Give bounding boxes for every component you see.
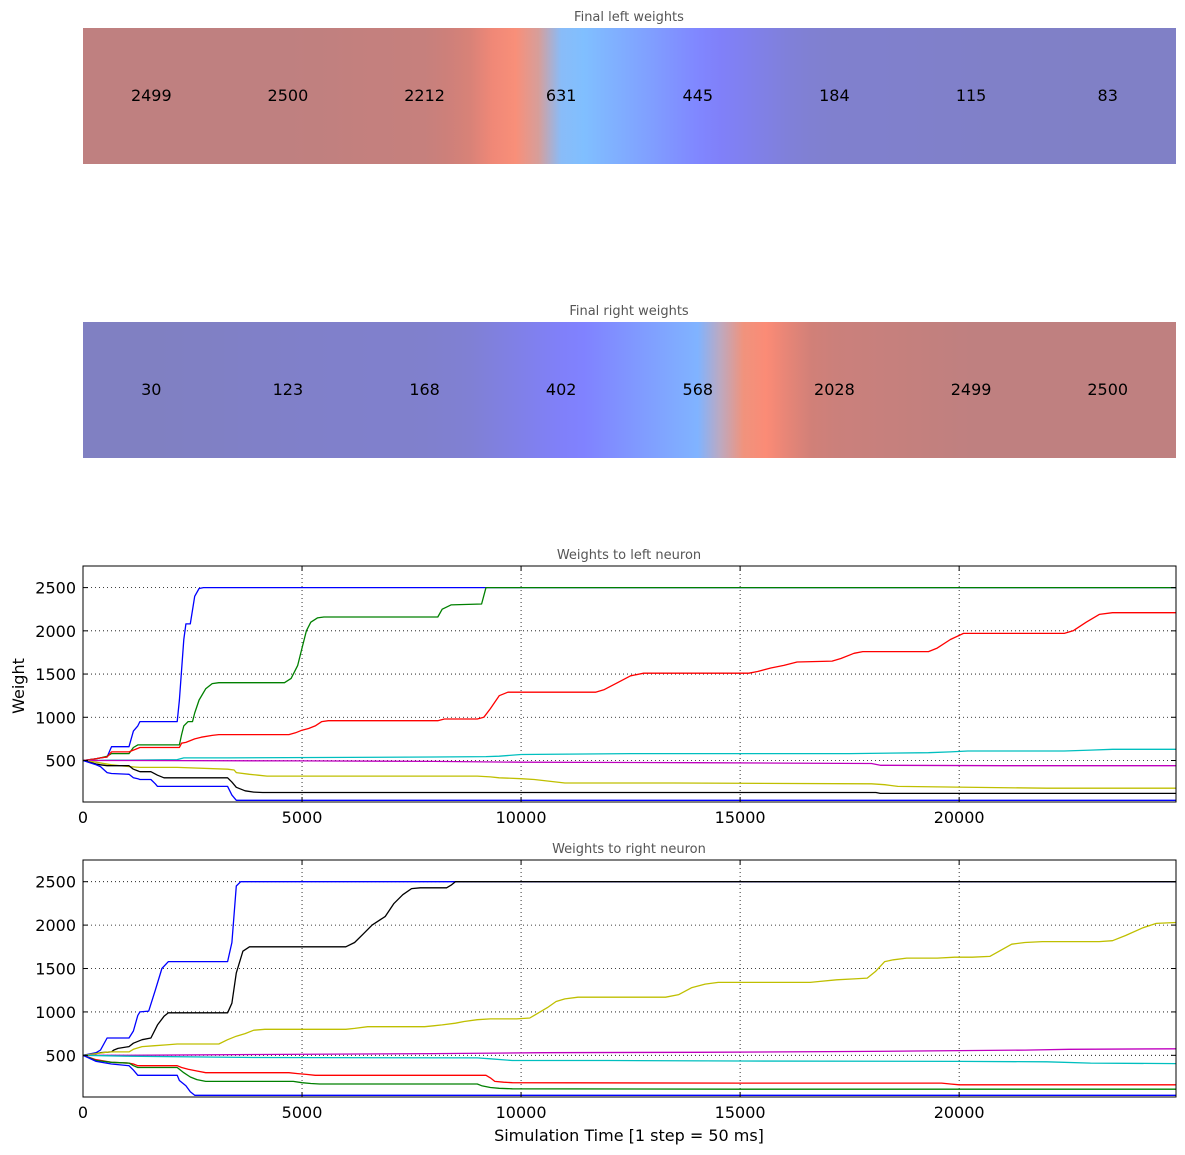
left-neuron-x-tick-label: 15000	[715, 808, 766, 827]
left-neuron-series-line-4	[83, 748, 1176, 762]
left-heatmap-title: Final left weights	[574, 10, 684, 25]
right-heatmap-cell-label: 30	[141, 380, 161, 399]
left-neuron-y-tick-label: 1000	[35, 708, 76, 727]
right-heatmap-cell-label: 2028	[814, 380, 855, 399]
right-heatmap-bar	[83, 322, 1176, 458]
right-heatmap-cell-label: 168	[409, 380, 440, 399]
right-neuron-series-line-5	[83, 1054, 1176, 1065]
right-neuron-x-tick-label: 20000	[934, 1103, 985, 1122]
left-neuron-plot-frame	[82, 565, 1177, 803]
x-axis-label: Simulation Time [1 step = 50 ms]	[494, 1126, 764, 1145]
right-neuron-series-line-1	[83, 881, 1176, 1056]
right-neuron-plot-frame	[82, 859, 1177, 1098]
right-neuron-series-line-8	[83, 1054, 1176, 1096]
right-heatmap-title: Final right weights	[569, 304, 689, 319]
left-neuron-x-tick-label: 5000	[282, 808, 323, 827]
right-neuron-x-tick-label: 5000	[282, 1103, 323, 1122]
right-neuron-series-line-6	[83, 1054, 1176, 1086]
left-neuron-chart: Weights to left neuron Weight 0 5000 10000…	[9, 548, 1177, 827]
left-heatmap-cell-label: 2499	[131, 86, 172, 105]
left-neuron-series-line-5	[83, 759, 1176, 767]
left-heatmap-bar	[83, 28, 1176, 164]
right-neuron-y-tick-label: 500	[45, 1046, 76, 1065]
left-heatmap-cell-label: 631	[546, 86, 577, 105]
left-heatmap-cell-label: 83	[1098, 86, 1118, 105]
right-heatmap-cell-label: 123	[273, 380, 304, 399]
right-neuron-y-tick-label: 2500	[35, 873, 76, 892]
left-heatmap-cell-label: 184	[819, 86, 850, 105]
right-neuron-series-line-3	[83, 921, 1176, 1056]
right-heatmap-cell-label: 2499	[951, 380, 992, 399]
left-neuron-series-line-3	[83, 612, 1176, 762]
left-neuron-series-line-8	[83, 759, 1176, 801]
left-neuron-chart-title: Weights to left neuron	[557, 548, 701, 563]
left-heatmap-cell-label: 2500	[268, 86, 309, 105]
left-heatmap-cell-label: 2212	[404, 86, 445, 105]
left-neuron-y-tick-label: 1500	[35, 665, 76, 684]
right-neuron-x-tick-label: 10000	[496, 1103, 547, 1122]
left-heatmap-cell-label: 115	[956, 86, 987, 105]
left-neuron-y-tick-label: 500	[45, 752, 76, 771]
left-heatmap-cell-label: 445	[683, 86, 714, 105]
left-neuron-y-tick-label: 2500	[35, 579, 76, 598]
right-neuron-series-line-4	[83, 1048, 1176, 1056]
right-neuron-chart-title: Weights to right neuron	[552, 842, 706, 857]
right-neuron-series-line-2	[83, 881, 1176, 1056]
left-neuron-x-tick-label: 0	[78, 808, 88, 827]
left-neuron-y-axis-label: Weight	[9, 658, 28, 714]
right-heatmap-cell-label: 568	[683, 380, 714, 399]
right-neuron-x-tick-label: 15000	[715, 1103, 766, 1122]
right-neuron-y-tick-label: 1500	[35, 960, 76, 979]
right-weights-heatmap: Final right weights 30 123 168 402 568 2028 24…	[83, 304, 1176, 458]
left-weights-heatmap: Final left weights 2499 2500 2212 631 445 184…	[83, 10, 1176, 164]
left-neuron-series-line-6	[83, 759, 1176, 789]
left-neuron-series-line-7	[83, 759, 1176, 795]
left-neuron-x-tick-label: 10000	[496, 808, 547, 827]
left-neuron-y-tick-label: 2000	[35, 622, 76, 641]
left-neuron-series-line-1	[83, 586, 1176, 762]
right-heatmap-cell-label: 2500	[1087, 380, 1128, 399]
right-neuron-x-tick-label: 0	[78, 1103, 88, 1122]
right-neuron-y-tick-label: 1000	[35, 1003, 76, 1022]
right-heatmap-cell-label: 402	[546, 380, 577, 399]
right-neuron-chart: Weights to right neuron Simulation Time …	[35, 842, 1177, 1145]
right-neuron-series-line-7	[83, 1054, 1176, 1090]
right-neuron-y-tick-label: 2000	[35, 916, 76, 935]
left-neuron-x-tick-label: 20000	[934, 808, 985, 827]
